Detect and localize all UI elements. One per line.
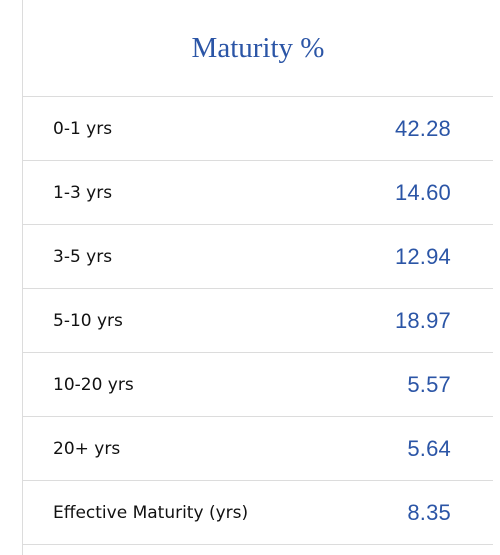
row-label: 10-20 yrs: [53, 374, 134, 395]
table-row: 1-3 yrs 14.60: [23, 161, 493, 225]
row-value: 5.57: [407, 371, 451, 397]
maturity-panel: Maturity % 0-1 yrs 42.28 1-3 yrs 14.60 3…: [22, 0, 493, 555]
table-row: Effective Maturity (yrs) 8.35: [23, 481, 493, 545]
row-label: Effective Maturity (yrs): [53, 502, 249, 523]
row-value: 42.28: [394, 115, 451, 141]
row-value: 5.64: [407, 435, 451, 461]
row-value: 8.35: [407, 499, 451, 525]
row-label: 1-3 yrs: [53, 182, 113, 203]
row-value: 18.97: [394, 307, 451, 333]
table-row: 10-20 yrs 5.57: [23, 353, 493, 417]
table-row: 3-5 yrs 12.94: [23, 225, 493, 289]
row-label: 20+ yrs: [53, 438, 121, 459]
row-label: 5-10 yrs: [53, 310, 123, 331]
table-row: 20+ yrs 5.64: [23, 417, 493, 481]
row-value: 12.94: [394, 243, 451, 269]
row-value: 14.60: [394, 179, 451, 205]
maturity-table: 0-1 yrs 42.28 1-3 yrs 14.60 3-5 yrs 12.9…: [23, 97, 493, 545]
row-label: 0-1 yrs: [53, 118, 113, 139]
panel-title: Maturity %: [23, 0, 493, 97]
table-row: 0-1 yrs 42.28: [23, 97, 493, 161]
row-label: 3-5 yrs: [53, 246, 113, 267]
table-row: 5-10 yrs 18.97: [23, 289, 493, 353]
